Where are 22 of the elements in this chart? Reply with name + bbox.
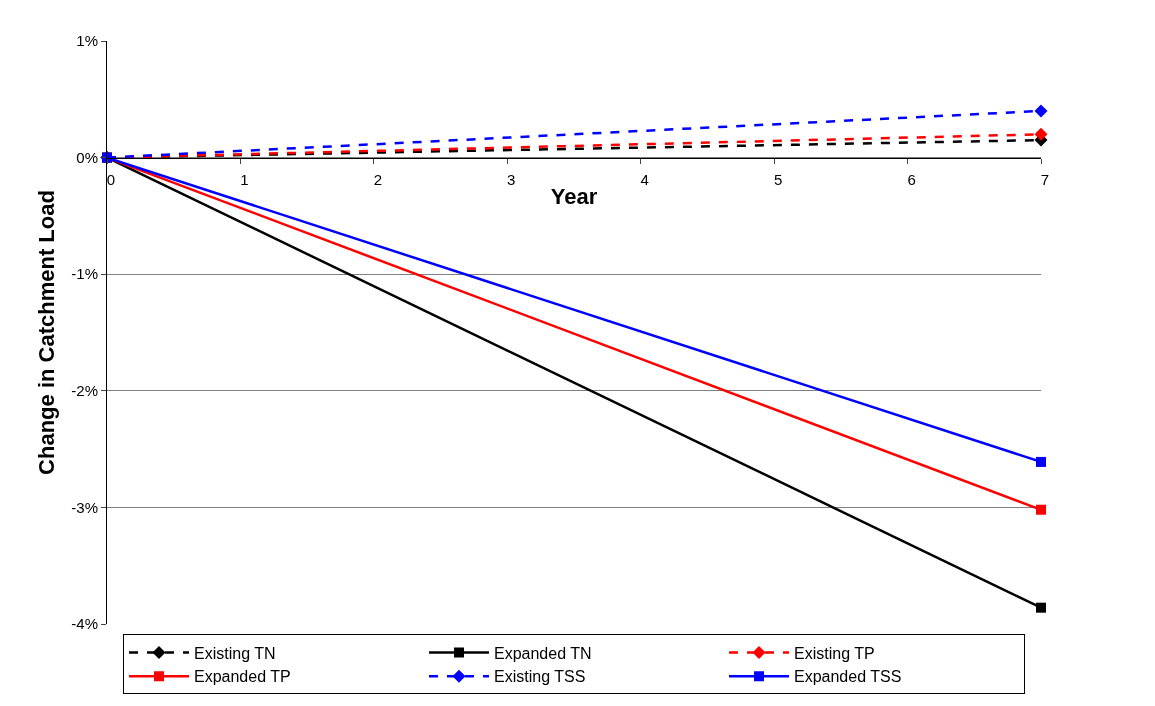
y-tick-label: -1% — [71, 265, 98, 283]
x-tick-label: 5 — [773, 170, 783, 188]
x-tick-label: 6 — [907, 170, 916, 188]
legend-label: Existing TP — [794, 644, 875, 662]
y-tick-label: 1% — [76, 32, 98, 50]
legend-label: Existing TSS — [494, 668, 586, 686]
y-tick-label: 0% — [76, 148, 98, 166]
y-tick-label: -4% — [71, 615, 98, 633]
y-axis-title: Change in Catchment Load — [34, 190, 60, 475]
x-tick-label: 7 — [1040, 170, 1050, 188]
x-tick-label: 0 — [106, 170, 116, 188]
legend-label: Expanded TN — [494, 644, 592, 662]
x-tick-label: 1 — [240, 170, 249, 188]
legend-label: Existing TN — [194, 644, 276, 662]
legend-label: Expanded TP — [194, 668, 291, 686]
y-tick-label: -3% — [71, 498, 98, 516]
y-tick-label: -2% — [71, 382, 98, 400]
x-axis-title: Year — [550, 184, 598, 210]
x-tick-label: 4 — [640, 170, 649, 188]
legend-label: Expanded TSS — [794, 668, 902, 686]
x-tick-label: 2 — [373, 170, 383, 188]
x-tick-label: 3 — [507, 170, 516, 188]
